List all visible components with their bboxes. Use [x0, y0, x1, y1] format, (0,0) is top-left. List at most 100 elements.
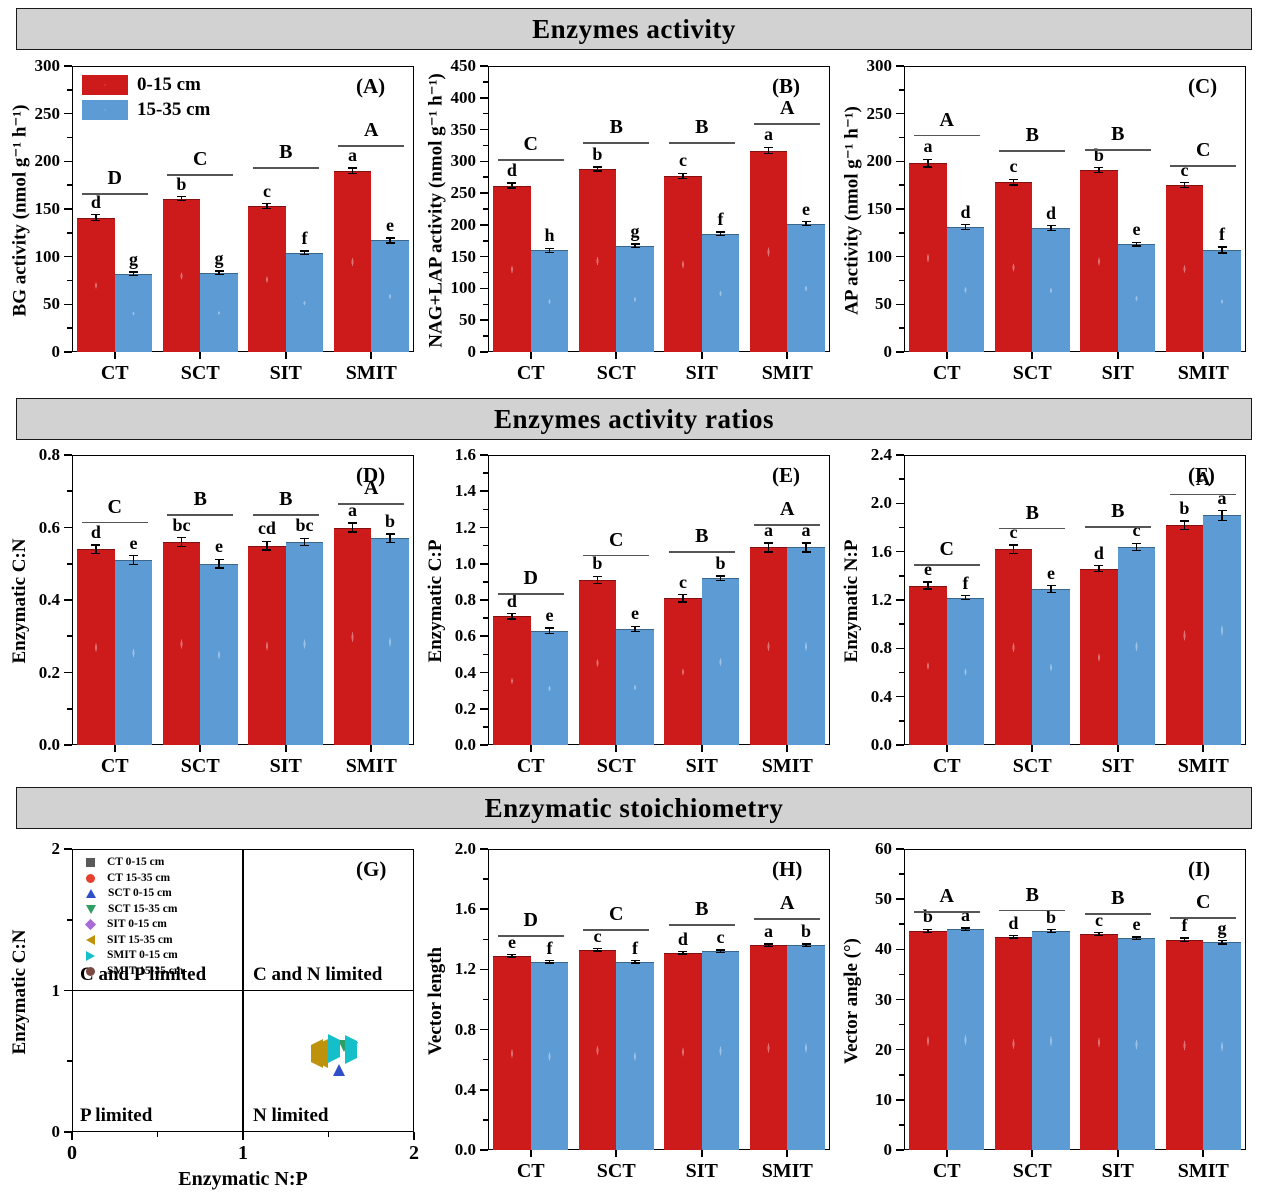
error-bar-cap	[1217, 509, 1227, 512]
y-tick-label: 1.2	[870, 590, 892, 609]
bar-letter: c	[716, 927, 725, 948]
error-bar	[95, 214, 97, 221]
error-bar-cap	[1179, 182, 1189, 184]
error-bar	[303, 250, 306, 255]
significance-line	[583, 142, 650, 145]
legend-item: CT 0-15 cm	[86, 856, 183, 869]
error-bar-cap	[347, 522, 357, 524]
bar-letter: g	[129, 248, 139, 269]
error-bar	[389, 238, 391, 243]
panel-tag: (D)	[356, 463, 386, 487]
bar-letter: d	[960, 201, 971, 222]
error-bar	[511, 954, 513, 958]
bar-letter: h	[544, 225, 555, 246]
significance-line	[913, 134, 980, 137]
error-bar	[180, 537, 183, 547]
error-bar-cap	[923, 158, 933, 161]
error-bar	[1012, 179, 1015, 186]
y-tick-label: 0.8	[870, 638, 892, 658]
error-bar-cap	[961, 927, 971, 929]
error-bar-cap	[176, 199, 186, 202]
error-bar-cap	[630, 625, 640, 627]
bar-letter: g	[214, 247, 224, 268]
bar-CT-15-35cm	[530, 630, 569, 745]
significance-line	[497, 159, 564, 162]
y-major-tick	[896, 948, 904, 951]
y-tick-label: 0.0	[454, 735, 476, 754]
error-bar-cap	[801, 221, 811, 223]
bar-SMIT-15-35cm	[787, 223, 825, 352]
x-category-tick	[370, 352, 373, 359]
error-bar	[511, 613, 513, 620]
group-letter: B	[695, 116, 709, 139]
error-bar-cap	[1046, 592, 1056, 594]
x-category-tick	[113, 745, 116, 752]
x-category-tick	[1031, 352, 1034, 359]
scatter-legend: CT 0-15 cm CT 15-35 cm SCT 0-15 cm SCT 15-3…	[84, 856, 183, 980]
significance-line	[81, 521, 148, 524]
category-label: SCT	[1012, 755, 1052, 777]
legend-item: SCT 0-15 cm	[86, 887, 183, 900]
section-enzymes-activity-ratios: Enzymes activity ratios Enzymatic C:N 0.0…	[9, 398, 1252, 783]
y-minor-tick	[67, 232, 72, 234]
legend-label: SIT 15-35 cm	[107, 933, 173, 946]
x-category-tick	[529, 1150, 532, 1157]
y-tick-label: 300	[866, 56, 893, 75]
bar-letter: f	[546, 937, 553, 958]
error-bar-cap	[801, 945, 811, 948]
error-bar	[1221, 247, 1223, 253]
y-tick-label: 0.6	[454, 626, 476, 646]
bar-letter: f	[301, 227, 308, 248]
bar-SCT-0-15cm	[162, 198, 201, 352]
bar-letter: e	[923, 558, 932, 579]
y-minor-tick	[67, 707, 72, 710]
error-bar	[719, 576, 722, 581]
y-tick-label: 1	[51, 980, 61, 1000]
error-bar-cap	[923, 588, 933, 590]
y-major-tick	[896, 502, 904, 505]
bar-SMIT-15-35cm	[1203, 942, 1241, 1150]
group-letter: A	[780, 892, 795, 915]
y-major-tick	[64, 671, 72, 674]
bar-letter: d	[677, 928, 688, 949]
legend-label: SCT 0-15 cm	[108, 887, 172, 899]
bar-letter: g	[630, 220, 640, 241]
scatter-point-smit-0-15-cm	[344, 1035, 367, 1065]
error-bar	[682, 173, 684, 179]
y-major-tick	[64, 526, 72, 529]
error-bar-cap	[545, 959, 555, 962]
x-minor-tick	[156, 1132, 159, 1137]
y-minor-tick	[67, 279, 72, 282]
y-major-tick	[480, 562, 488, 565]
bar-letter: d	[506, 159, 517, 180]
y-tick-label: 250	[450, 183, 477, 203]
group-letter: B	[1025, 883, 1039, 906]
diamond-marker-icon	[84, 918, 97, 931]
category-label: CT	[516, 362, 545, 384]
y-minor-tick	[483, 1058, 488, 1061]
legend-item: SIT 15-35 cm	[86, 934, 183, 947]
error-bar-cap	[1179, 520, 1189, 522]
error-bar-cap	[1132, 542, 1142, 544]
bar-SIT-15-35cm	[1117, 938, 1156, 1150]
y-minor-tick	[67, 89, 72, 91]
error-bar-cap	[801, 542, 811, 544]
bar-SCT-15-35cm	[1032, 589, 1070, 745]
error-bar	[1098, 167, 1100, 173]
error-bar-cap	[1179, 937, 1189, 939]
bar-SCT-0-15cm	[578, 168, 617, 352]
error-bar	[218, 559, 220, 569]
error-bar-cap	[592, 582, 602, 585]
y-major-tick	[480, 319, 488, 322]
bar-letter: g	[1217, 917, 1227, 938]
y-major-tick	[480, 526, 488, 529]
scatter-point-smit-15-35-cm	[317, 1044, 327, 1062]
error-bar-cap	[961, 598, 971, 601]
y-tick-label: 250	[866, 103, 893, 123]
x-category-tick	[945, 745, 948, 752]
y-major-tick	[64, 1131, 72, 1133]
y-minor-tick	[67, 918, 72, 921]
y-minor-tick	[483, 112, 488, 115]
error-bar-cap	[716, 231, 726, 233]
category-label: SIT	[269, 362, 302, 384]
